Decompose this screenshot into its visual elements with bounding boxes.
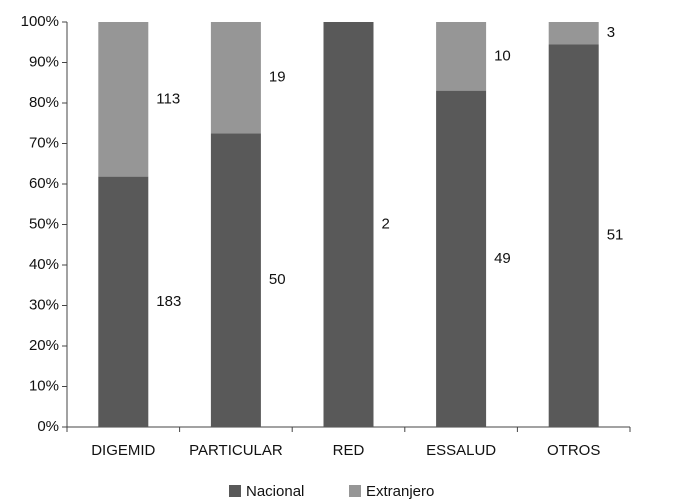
data-label: 50 — [269, 271, 286, 288]
bar-segment — [98, 22, 149, 177]
data-label: 2 — [382, 215, 390, 232]
data-label: 183 — [156, 293, 181, 310]
x-tick-label: RED — [333, 442, 365, 459]
x-tick-label: PARTICULAR — [189, 442, 283, 459]
bar-segment — [436, 22, 487, 91]
y-tick-label: 10% — [29, 377, 59, 394]
y-tick-label: 0% — [37, 418, 59, 435]
bar-segment — [548, 22, 599, 45]
legend-label: Nacional — [246, 483, 304, 500]
data-label: 19 — [269, 69, 286, 86]
bar-segment — [323, 22, 374, 427]
data-label: 51 — [607, 227, 624, 244]
data-label: 113 — [156, 90, 180, 107]
legend-swatch — [229, 485, 241, 497]
y-tick-label: 50% — [29, 215, 59, 232]
bar-segment — [436, 90, 487, 427]
legend-swatch — [349, 485, 361, 497]
y-tick-label: 40% — [29, 256, 59, 273]
legend-label: Extranjero — [366, 483, 434, 500]
y-tick-label: 70% — [29, 134, 59, 151]
x-tick-label: OTROS — [547, 442, 600, 459]
x-tick-label: DIGEMID — [91, 442, 155, 459]
data-label: 3 — [607, 24, 615, 41]
y-tick-label: 30% — [29, 296, 59, 313]
data-label: 49 — [494, 250, 511, 267]
bar-segment — [210, 133, 261, 428]
bar-segment — [548, 44, 599, 427]
y-tick-label: 20% — [29, 337, 59, 354]
x-tick-label: ESSALUD — [426, 442, 496, 459]
y-tick-label: 90% — [29, 53, 59, 70]
bar-segment — [210, 22, 261, 134]
bar-segment — [98, 176, 149, 427]
data-label: 10 — [494, 47, 511, 64]
y-tick-label: 80% — [29, 94, 59, 111]
y-tick-label: 100% — [21, 13, 59, 30]
y-tick-label: 60% — [29, 175, 59, 192]
